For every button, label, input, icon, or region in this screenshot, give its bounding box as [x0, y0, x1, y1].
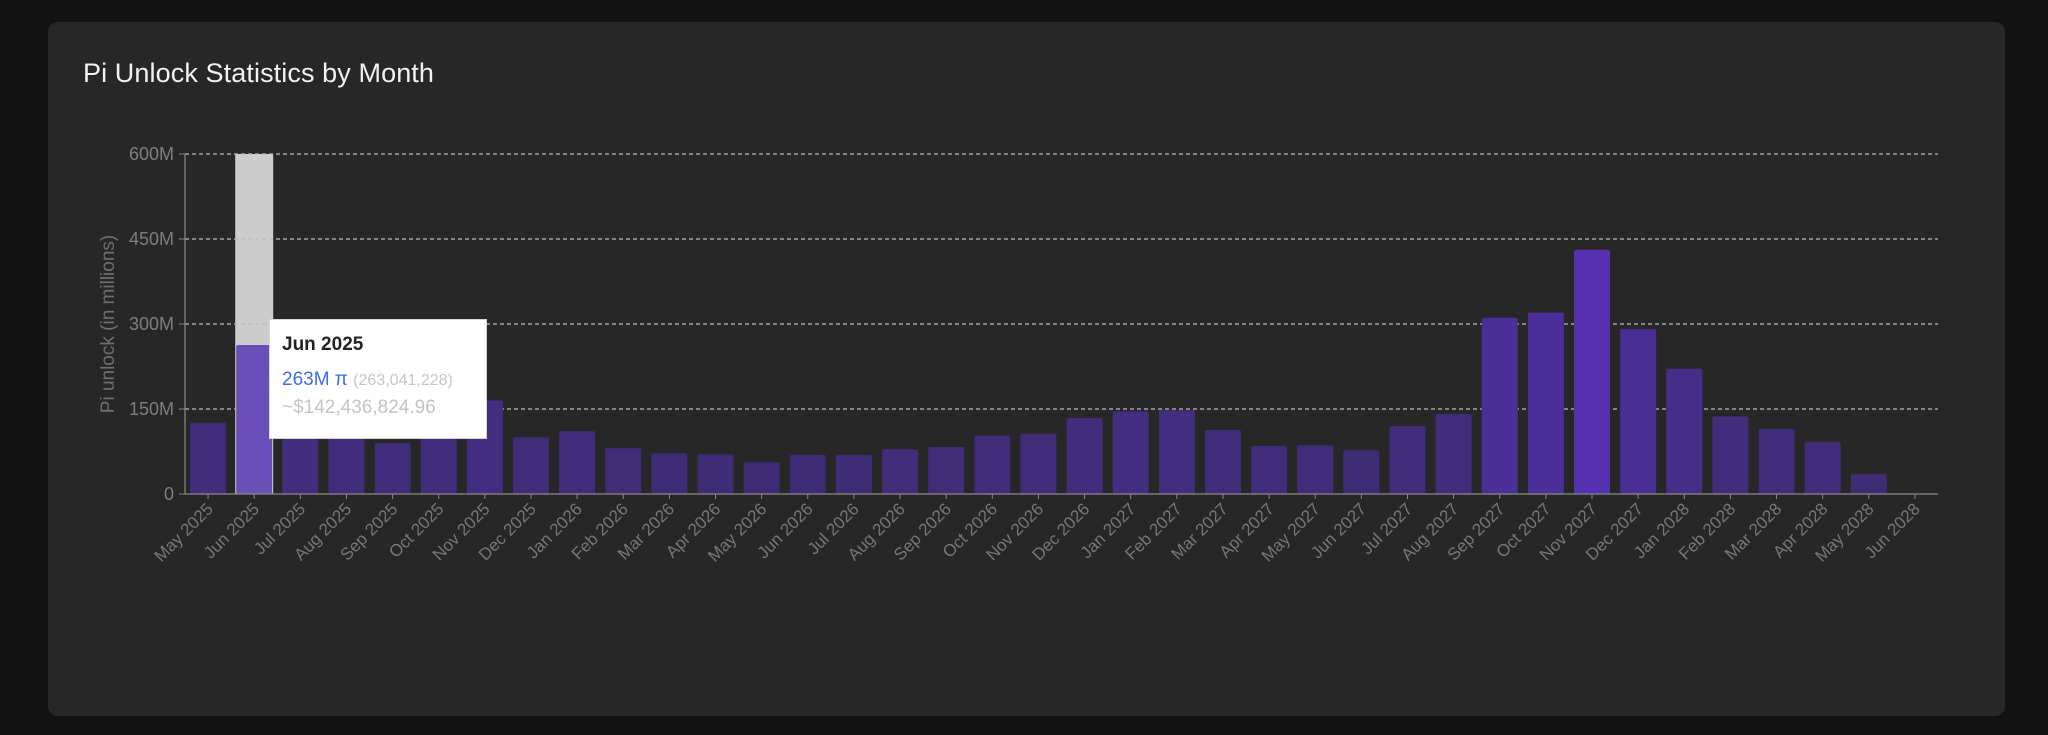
- bar[interactable]: [282, 423, 319, 494]
- bar[interactable]: [374, 443, 411, 494]
- tooltip-usd-value: ~$142,436,824.96: [282, 397, 436, 418]
- tooltip-raw-amount: (263,041,228): [353, 372, 453, 389]
- bar[interactable]: [1620, 329, 1657, 494]
- bar[interactable]: [789, 454, 826, 494]
- chart-title: Pi Unlock Statistics by Month: [83, 58, 435, 88]
- bar[interactable]: [1112, 411, 1149, 494]
- bar[interactable]: [190, 422, 227, 494]
- bar[interactable]: [974, 435, 1011, 494]
- tooltip-amount-row: 263M π (263,041,228): [282, 369, 486, 391]
- y-tick-label: 600M: [129, 144, 174, 164]
- y-tick-label: 150M: [129, 399, 174, 419]
- bar[interactable]: [651, 453, 688, 494]
- bar[interactable]: [1850, 474, 1887, 494]
- bar[interactable]: [1804, 441, 1841, 494]
- bar[interactable]: [882, 449, 919, 494]
- y-tick-label: 0: [164, 484, 174, 504]
- bar[interactable]: [1251, 445, 1288, 494]
- y-tick-label: 450M: [129, 229, 174, 249]
- bar[interactable]: [1666, 368, 1703, 494]
- bar[interactable]: [1158, 410, 1195, 494]
- bar[interactable]: [1066, 418, 1103, 494]
- bar[interactable]: [1481, 317, 1518, 494]
- bar[interactable]: [928, 446, 965, 494]
- tooltip-amount: 263M π: [282, 369, 348, 390]
- bar[interactable]: [1343, 450, 1380, 494]
- bar[interactable]: [1389, 426, 1426, 494]
- chart-tooltip: Jun 2025 263M π (263,041,228) ~$142,436,…: [269, 319, 487, 439]
- bar[interactable]: [1758, 428, 1795, 494]
- bar[interactable]: [1435, 414, 1472, 494]
- bar[interactable]: [1204, 429, 1241, 494]
- bar[interactable]: [420, 426, 457, 494]
- tooltip-title: Jun 2025: [282, 334, 364, 355]
- bar[interactable]: [743, 462, 780, 494]
- bar[interactable]: [1574, 249, 1611, 494]
- bar[interactable]: [605, 448, 642, 494]
- bar[interactable]: [1527, 312, 1564, 494]
- bar[interactable]: [1020, 433, 1057, 494]
- bar[interactable]: [1712, 416, 1749, 494]
- bar[interactable]: [236, 344, 273, 494]
- bar[interactable]: [697, 454, 734, 494]
- bar[interactable]: [835, 454, 872, 494]
- bar[interactable]: [559, 431, 596, 494]
- y-axis-title: Pi unlock (in millions): [98, 235, 119, 413]
- bar[interactable]: [1297, 445, 1334, 494]
- y-tick-label: 300M: [129, 314, 174, 334]
- bar[interactable]: [512, 437, 549, 494]
